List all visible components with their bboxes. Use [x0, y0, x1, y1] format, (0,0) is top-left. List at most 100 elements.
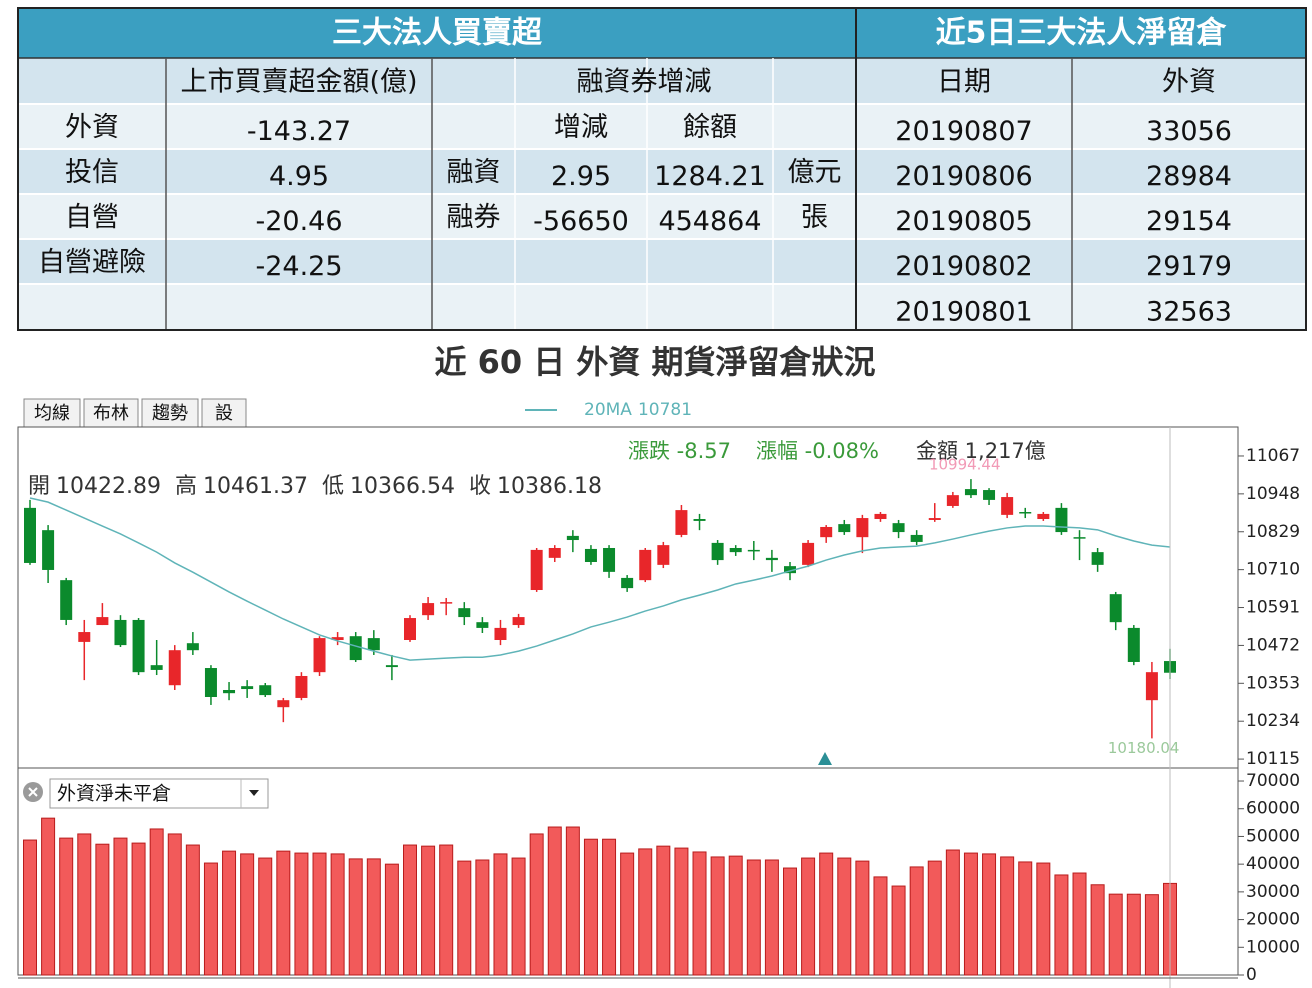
- y-tick-label: 10234: [1246, 711, 1300, 731]
- bar: [710, 856, 725, 976]
- candle-body: [784, 566, 796, 574]
- bar: [1072, 872, 1087, 976]
- candle-body: [512, 617, 525, 626]
- bar: [185, 844, 200, 976]
- series-dropdown[interactable]: 外資淨未平倉: [49, 778, 269, 809]
- marker-triangle: [818, 752, 832, 765]
- bar: [312, 852, 327, 976]
- bar: [891, 885, 906, 976]
- ohlc-label: 開: [28, 474, 50, 499]
- bar: [963, 852, 978, 976]
- candle-body: [1019, 512, 1032, 514]
- bar: [366, 858, 381, 976]
- margin-change: -56650: [533, 206, 629, 237]
- candle-body: [675, 510, 688, 535]
- bar: [439, 844, 454, 976]
- unit: 張: [801, 202, 828, 233]
- bar: [656, 845, 671, 976]
- bar: [547, 826, 562, 976]
- candle-body: [693, 519, 706, 521]
- bar: [511, 857, 526, 976]
- row-name: 投信: [65, 157, 119, 188]
- candle-body: [313, 638, 326, 673]
- margin-balance: 454864: [658, 206, 761, 237]
- bar: [203, 862, 218, 976]
- bar: [620, 852, 635, 976]
- candle-body: [1073, 537, 1086, 539]
- header-band: [18, 8, 1306, 58]
- candle-body: [1037, 513, 1050, 520]
- net-position: 29154: [1146, 206, 1232, 237]
- net-position: 29179: [1146, 251, 1232, 282]
- button-label: 設: [215, 403, 233, 424]
- toolbar-button[interactable]: 趨勢: [141, 398, 199, 428]
- toolbar-button[interactable]: 均線: [23, 398, 81, 428]
- candle-body: [150, 665, 163, 670]
- row-band: [18, 194, 1306, 239]
- candle-body: [1001, 497, 1014, 515]
- bar: [909, 866, 924, 976]
- y-tick-label: 10000: [1246, 937, 1300, 957]
- high-label: 10994.44: [929, 456, 1001, 474]
- bar: [529, 833, 544, 976]
- bar: [728, 855, 743, 976]
- candle-body: [747, 549, 760, 552]
- candle-body: [530, 549, 543, 591]
- date: 20190805: [895, 206, 1032, 237]
- margin-balance: 1284.21: [654, 161, 766, 192]
- bar: [692, 851, 707, 976]
- bar: [403, 844, 417, 976]
- row-band: [18, 239, 1306, 284]
- row-name: 自營避險: [38, 247, 146, 278]
- row-band: [18, 104, 1306, 149]
- candle-body: [404, 618, 416, 641]
- toolbar-button[interactable]: 設: [201, 398, 247, 428]
- candle-body: [910, 534, 923, 542]
- candle-body: [765, 557, 778, 561]
- section-title: 近 60 日 外資 期貨淨留倉狀況: [434, 343, 875, 381]
- bar: [23, 839, 37, 976]
- candle-body: [584, 548, 597, 562]
- bar: [276, 850, 291, 976]
- candle-body: [1091, 552, 1104, 565]
- candle-body: [820, 526, 833, 538]
- date: 20190801: [895, 297, 1032, 328]
- margin-change: 2.95: [551, 161, 611, 192]
- ohlc-readout: 開 10422.89 高 10461.37 低 10366.54 收 10386.18: [28, 474, 602, 499]
- net-position: 32563: [1146, 297, 1232, 328]
- button-face: [141, 398, 199, 428]
- y-tick-label: 11067: [1246, 446, 1300, 466]
- bar: [674, 847, 689, 976]
- bar: [746, 859, 761, 976]
- toolbar-button[interactable]: 布林: [83, 398, 139, 428]
- candle-body: [964, 489, 977, 496]
- unit: 億元: [788, 157, 842, 188]
- close-x: [28, 787, 38, 797]
- column-header: 增減: [554, 112, 608, 143]
- bar: [475, 859, 490, 976]
- table-title: 近5日三大法人淨留倉: [936, 16, 1228, 51]
- row-band: [18, 284, 1306, 330]
- bar: [1036, 862, 1051, 976]
- button-label: 趨勢: [152, 403, 188, 424]
- date: 20190806: [895, 161, 1032, 192]
- bar: [1054, 874, 1069, 976]
- net-position: 28984: [1146, 161, 1232, 192]
- bar: [348, 858, 363, 976]
- candle-body: [946, 495, 959, 506]
- bar: [602, 838, 617, 976]
- ohlc-value: 10422.89: [56, 474, 161, 499]
- bar: [801, 857, 816, 976]
- bar: [1144, 894, 1159, 976]
- candle-body: [295, 675, 308, 698]
- bar: [855, 860, 870, 976]
- amount: -20.46: [255, 206, 342, 237]
- amount: -24.25: [255, 251, 342, 282]
- candle-body: [114, 619, 127, 646]
- candle-body: [223, 689, 236, 694]
- annotation: 漲幅 -0.08%: [756, 439, 879, 463]
- button-label: 布林: [93, 403, 129, 424]
- bar: [1126, 893, 1141, 976]
- amount: 4.95: [269, 161, 329, 192]
